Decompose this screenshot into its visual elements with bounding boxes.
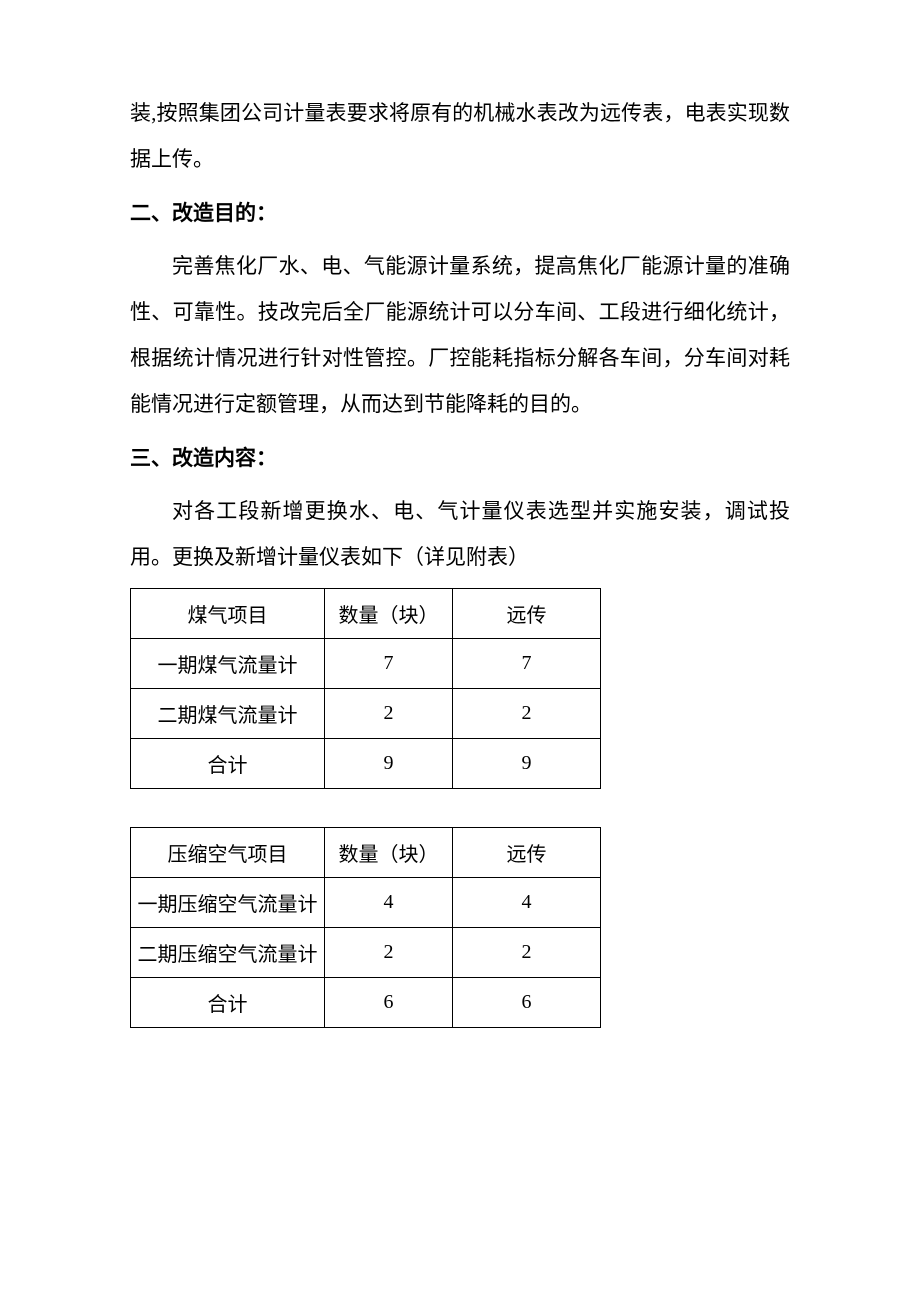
section-2-body: 完善焦化厂水、电、气能源计量系统，提高焦化厂能源计量的准确性、可靠性。技改完后全… xyxy=(130,243,790,428)
table-cell: 合计 xyxy=(131,738,325,788)
table-row: 合计 9 9 xyxy=(131,738,601,788)
table-row: 二期压缩空气流量计 2 2 xyxy=(131,927,601,977)
table-cell: 4 xyxy=(325,877,453,927)
table-cell: 2 xyxy=(453,688,601,738)
table-header-cell: 远传 xyxy=(453,827,601,877)
table-cell: 7 xyxy=(453,638,601,688)
table-cell: 一期压缩空气流量计 xyxy=(131,877,325,927)
table-header-row: 压缩空气项目 数量（块） 远传 xyxy=(131,827,601,877)
air-table: 压缩空气项目 数量（块） 远传 一期压缩空气流量计 4 4 二期压缩空气流量计 … xyxy=(130,827,601,1028)
table-cell: 6 xyxy=(453,977,601,1027)
table-header-cell: 数量（块） xyxy=(325,588,453,638)
table-cell: 9 xyxy=(325,738,453,788)
table-cell: 二期压缩空气流量计 xyxy=(131,927,325,977)
table-header-cell: 远传 xyxy=(453,588,601,638)
section-3-heading: 三、改造内容： xyxy=(130,435,790,481)
intro-paragraph: 装,按照集团公司计量表要求将原有的机械水表改为远传表，电表实现数据上传。 xyxy=(130,90,790,182)
table-cell: 7 xyxy=(325,638,453,688)
table-cell: 4 xyxy=(453,877,601,927)
section-3-body: 对各工段新增更换水、电、气计量仪表选型并实施安装，调试投用。更换及新增计量仪表如… xyxy=(130,488,790,580)
table-row: 一期煤气流量计 7 7 xyxy=(131,638,601,688)
air-table-wrapper: 压缩空气项目 数量（块） 远传 一期压缩空气流量计 4 4 二期压缩空气流量计 … xyxy=(130,827,790,1028)
section-2-heading: 二、改造目的： xyxy=(130,190,790,236)
table-row: 二期煤气流量计 2 2 xyxy=(131,688,601,738)
table-cell: 二期煤气流量计 xyxy=(131,688,325,738)
gas-table-wrapper: 煤气项目 数量（块） 远传 一期煤气流量计 7 7 二期煤气流量计 2 2 合计… xyxy=(130,588,790,789)
table-cell: 2 xyxy=(325,688,453,738)
table-cell: 2 xyxy=(325,927,453,977)
table-header-row: 煤气项目 数量（块） 远传 xyxy=(131,588,601,638)
table-header-cell: 数量（块） xyxy=(325,827,453,877)
table-cell: 一期煤气流量计 xyxy=(131,638,325,688)
table-cell: 合计 xyxy=(131,977,325,1027)
gas-table: 煤气项目 数量（块） 远传 一期煤气流量计 7 7 二期煤气流量计 2 2 合计… xyxy=(130,588,601,789)
table-cell: 6 xyxy=(325,977,453,1027)
table-header-cell: 压缩空气项目 xyxy=(131,827,325,877)
table-row: 一期压缩空气流量计 4 4 xyxy=(131,877,601,927)
table-header-cell: 煤气项目 xyxy=(131,588,325,638)
table-row: 合计 6 6 xyxy=(131,977,601,1027)
table-cell: 9 xyxy=(453,738,601,788)
table-cell: 2 xyxy=(453,927,601,977)
